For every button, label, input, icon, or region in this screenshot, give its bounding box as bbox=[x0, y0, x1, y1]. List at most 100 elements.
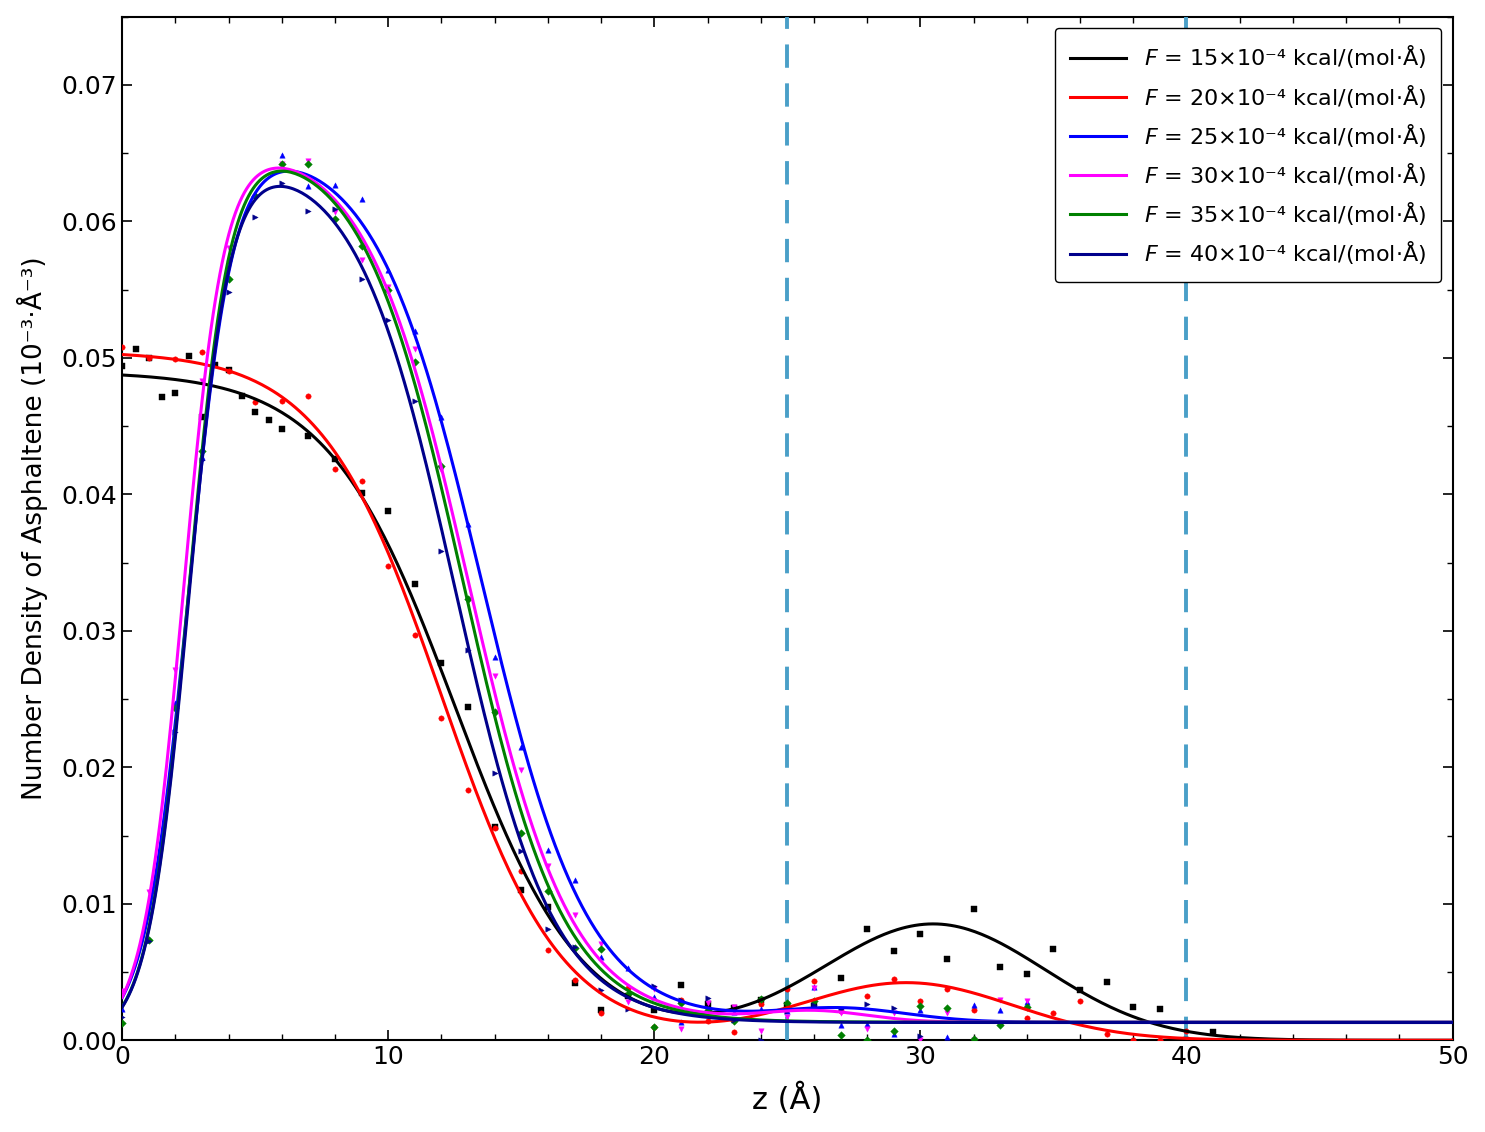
Point bbox=[217, 271, 241, 289]
Point bbox=[1014, 1009, 1038, 1027]
Point bbox=[802, 996, 826, 1014]
Point bbox=[402, 392, 426, 410]
Legend: $F$ = 15×10⁻⁴ kcal/(mol·Å), $F$ = 20×10⁻⁴ kcal/(mol·Å), $F$ = 25×10⁻⁴ kcal/(mol·: $F$ = 15×10⁻⁴ kcal/(mol·Å), $F$ = 20×10⁻… bbox=[1054, 28, 1442, 282]
Point bbox=[324, 175, 347, 194]
Point bbox=[695, 1001, 719, 1019]
Point bbox=[1014, 993, 1038, 1011]
Point bbox=[829, 1000, 852, 1018]
Point bbox=[137, 903, 160, 921]
Point bbox=[402, 341, 426, 359]
Point bbox=[137, 933, 160, 951]
Point bbox=[190, 443, 214, 461]
Point bbox=[324, 449, 347, 468]
Point bbox=[962, 1002, 986, 1020]
Point bbox=[936, 1000, 959, 1018]
Point bbox=[989, 1014, 1013, 1032]
Point bbox=[190, 343, 214, 361]
Point bbox=[882, 1022, 906, 1040]
Point bbox=[110, 338, 134, 357]
Point bbox=[509, 738, 533, 756]
Point bbox=[110, 1000, 134, 1018]
Point bbox=[1175, 1031, 1198, 1049]
Point bbox=[616, 978, 640, 996]
Point bbox=[775, 979, 799, 997]
Point bbox=[1041, 940, 1065, 958]
Point bbox=[1041, 1004, 1065, 1022]
Point bbox=[190, 448, 214, 466]
Point bbox=[324, 204, 347, 222]
Point bbox=[1121, 998, 1145, 1017]
Point bbox=[936, 1028, 959, 1046]
Point bbox=[855, 995, 879, 1013]
Point bbox=[429, 709, 453, 727]
Point bbox=[429, 457, 453, 475]
Point bbox=[909, 993, 933, 1011]
Point bbox=[802, 997, 826, 1015]
Point bbox=[190, 409, 214, 427]
Point bbox=[509, 824, 533, 842]
Point bbox=[722, 997, 745, 1015]
Point bbox=[1121, 1031, 1145, 1049]
Point bbox=[350, 251, 374, 269]
Point bbox=[775, 996, 799, 1014]
Point bbox=[563, 907, 587, 925]
Point bbox=[203, 355, 227, 374]
Point bbox=[670, 992, 693, 1010]
Point bbox=[456, 698, 480, 717]
Point bbox=[775, 1007, 799, 1026]
Point bbox=[177, 346, 200, 365]
Point bbox=[695, 1012, 719, 1030]
Point bbox=[509, 881, 533, 899]
Point bbox=[244, 393, 267, 411]
Point bbox=[509, 842, 533, 860]
Point bbox=[909, 997, 933, 1015]
Point bbox=[163, 661, 187, 679]
Point bbox=[402, 575, 426, 593]
Point bbox=[376, 278, 399, 297]
Point bbox=[1175, 1021, 1198, 1039]
Point bbox=[163, 350, 187, 368]
Point bbox=[722, 998, 745, 1017]
Point bbox=[456, 591, 480, 609]
Point bbox=[536, 841, 560, 859]
Point bbox=[110, 981, 134, 1000]
Point bbox=[616, 986, 640, 1004]
Point bbox=[962, 1030, 986, 1048]
Point bbox=[110, 358, 134, 376]
Point bbox=[590, 947, 613, 966]
Point bbox=[802, 978, 826, 996]
Point bbox=[536, 941, 560, 959]
Point bbox=[775, 1002, 799, 1020]
Point bbox=[590, 935, 613, 953]
Point bbox=[670, 976, 693, 994]
Point bbox=[563, 938, 587, 957]
Point bbox=[270, 174, 294, 192]
Point bbox=[270, 155, 294, 173]
Point bbox=[190, 452, 214, 470]
Point bbox=[402, 353, 426, 371]
Point bbox=[722, 1003, 745, 1021]
Point bbox=[110, 1014, 134, 1032]
Point bbox=[270, 392, 294, 410]
Point bbox=[244, 185, 267, 203]
Point bbox=[163, 700, 187, 718]
Point bbox=[244, 207, 267, 225]
Point bbox=[695, 995, 719, 1013]
Point bbox=[536, 857, 560, 875]
Point bbox=[270, 155, 294, 173]
Point bbox=[1148, 1031, 1172, 1049]
Point bbox=[563, 938, 587, 957]
Point bbox=[297, 203, 321, 221]
Point bbox=[429, 653, 453, 671]
Point bbox=[855, 920, 879, 938]
Point bbox=[376, 260, 399, 278]
Point bbox=[643, 988, 667, 1006]
Point bbox=[509, 863, 533, 881]
Point bbox=[1068, 992, 1091, 1010]
Point bbox=[670, 992, 693, 1010]
Point bbox=[456, 515, 480, 533]
Point bbox=[616, 985, 640, 1003]
Point bbox=[989, 990, 1013, 1009]
Point bbox=[244, 187, 267, 205]
Point bbox=[137, 932, 160, 950]
